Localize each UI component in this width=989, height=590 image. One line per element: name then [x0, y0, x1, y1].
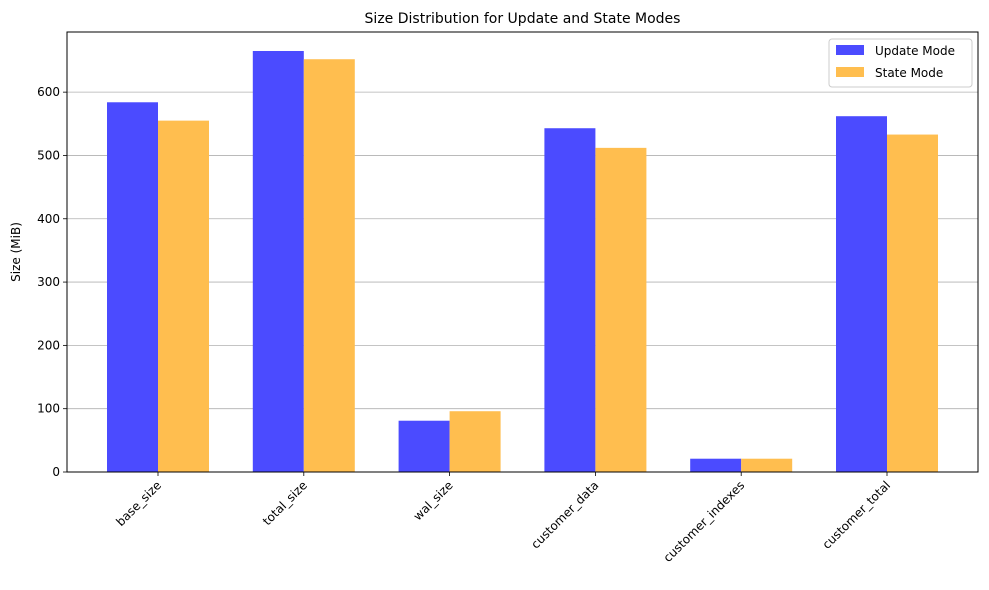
x-tick-label-total-size: total_size [260, 478, 310, 528]
x-tick-label-base-size: base_size [113, 478, 164, 529]
x-tick-label-customer-indexes: customer_indexes [661, 478, 748, 565]
chart-title: Size Distribution for Update and State M… [365, 11, 681, 27]
bar-update-mode-customer-indexes [690, 458, 742, 472]
legend: Update Mode State Mode [828, 38, 973, 88]
bar-update-mode-customer-data [544, 128, 596, 472]
bar-state-mode-total-size [303, 59, 355, 472]
y-tick-label-400: 400 [37, 212, 60, 226]
bar-state-mode-base-size [158, 120, 209, 473]
legend-swatch-update-mode [836, 45, 864, 55]
bar-update-mode-customer-total [836, 116, 887, 472]
bar-state-mode-customer-total [887, 134, 938, 472]
x-tick-label-customer-data: customer_data [528, 478, 601, 551]
legend-label-state-mode: State Mode [875, 66, 943, 80]
y-axis-title: Size (MiB) [9, 222, 23, 282]
y-tick-label-0: 0 [52, 465, 60, 479]
x-tick-label-wal-size: wal_size [411, 478, 456, 523]
bar-state-mode-customer-data [595, 147, 647, 472]
y-tick-label-600: 600 [37, 85, 60, 99]
bar-state-mode-customer-indexes [741, 458, 793, 472]
bar-update-mode-base-size [107, 102, 158, 473]
bar-update-mode-wal-size [398, 420, 450, 472]
plot-frame [66, 31, 979, 473]
legend-box [828, 38, 973, 88]
grid-layer [67, 91, 978, 473]
x-tick-label-customer-total: customer_total [820, 478, 894, 552]
legend-label-update-mode: Update Mode [875, 44, 955, 58]
y-tick-label-300: 300 [37, 275, 60, 289]
bar-update-mode-total-size [252, 50, 304, 473]
y-tick-label-100: 100 [37, 402, 60, 416]
legend-swatch-state-mode [836, 67, 864, 77]
y-tick-label-500: 500 [37, 148, 60, 162]
bar-state-mode-wal-size [449, 411, 501, 472]
bars-layer [107, 50, 938, 473]
y-tick-label-200: 200 [37, 338, 60, 352]
